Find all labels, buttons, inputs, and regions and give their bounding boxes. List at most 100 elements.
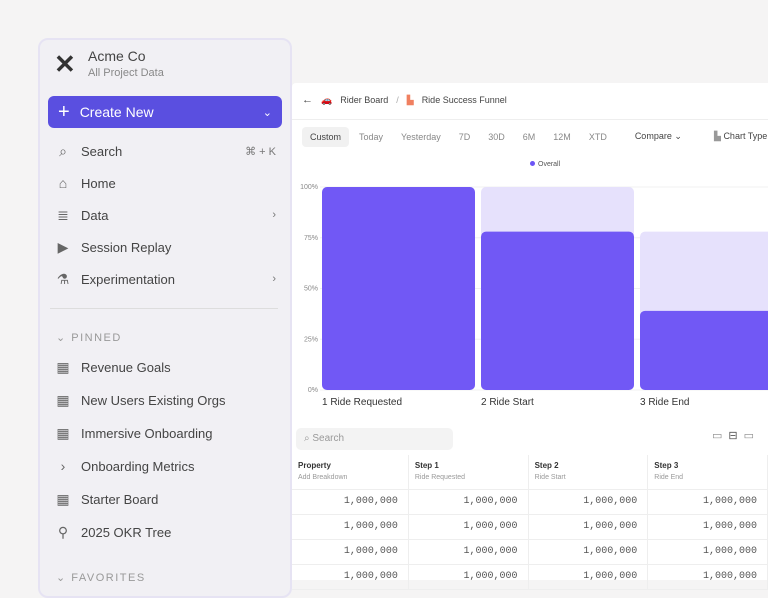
sidebar-item-search[interactable]: ⌕ Search ⌘ + K [54, 139, 276, 163]
y-tick-label: 25% [304, 336, 318, 343]
range-xtd[interactable]: XTD [588, 131, 607, 142]
pinned-header[interactable]: ⌄ PINNED [56, 332, 122, 344]
breadcrumb: ← 🚗 Rider Board / ▙ Ride Success Funnel [302, 94, 507, 106]
plus-icon: + [58, 100, 70, 123]
table-header: Property Add Breakdown Step 1 Ride Request… [292, 455, 768, 490]
database-icon: ≣ [57, 206, 69, 223]
board-icon: ▦ [56, 391, 70, 408]
view-compact-icon[interactable]: ▭ [712, 430, 723, 442]
table-row: 1,000,000 1,000,000 1,000,000 1,000,000 [292, 514, 768, 540]
view-split-icon[interactable]: ⊟ [728, 430, 738, 442]
bar [640, 310, 768, 390]
column-header[interactable]: Step 1 Ride Requested [408, 455, 529, 490]
column-header[interactable]: Property Add Breakdown [292, 455, 409, 490]
pinned-item[interactable]: ▦ New Users Existing Orgs [54, 388, 276, 412]
pinned-title: PINNED [71, 332, 122, 344]
sidebar-item-session-replay[interactable]: ▶ Session Replay [54, 235, 276, 259]
divider [50, 308, 278, 309]
cell: 1,000,000 [528, 489, 649, 515]
y-tick-label: 75% [304, 235, 318, 242]
divider [292, 119, 768, 120]
cell: 1,000,000 [408, 539, 529, 565]
pinned-item[interactable]: › Onboarding Metrics [54, 454, 276, 478]
table-row: 1,000,000 1,000,000 1,000,000 1,000,000 [292, 539, 768, 565]
board-icon: ▦ [56, 490, 70, 507]
pinned-item[interactable]: ▦ Immersive Onboarding [54, 421, 276, 445]
replay-icon: ▶ [57, 238, 69, 255]
cell: 1,000,000 [528, 514, 649, 540]
range-custom[interactable]: Custom [302, 126, 350, 147]
y-tick-label: 50% [304, 286, 318, 293]
bar [322, 187, 475, 390]
legend-dot [530, 161, 535, 166]
cell: 1,000,000 [647, 489, 768, 515]
view-toggle: ▭ ⊟ ▭ [712, 429, 754, 442]
x-category-label: 2 Ride Start [481, 397, 534, 408]
sidebar-item-home[interactable]: ⌂ Home [54, 171, 276, 195]
create-label: Create New [79, 104, 154, 120]
range-7d[interactable]: 7D [458, 131, 471, 142]
pinned-item[interactable]: ⚲ 2025 OKR Tree [54, 520, 276, 544]
cell: 1,000,000 [528, 539, 649, 565]
cell: 1,000,000 [528, 564, 649, 590]
breadcrumb-board[interactable]: Rider Board [340, 95, 389, 105]
cell: 1,000,000 [647, 564, 768, 590]
funnel-chart: 0% 25% 50% 75% 100% 1 Ride Requested 2 Ride St… [300, 184, 768, 408]
cell: 1,000,000 [292, 564, 409, 590]
search-input[interactable]: ⌕ Search [296, 428, 453, 450]
label: Starter Board [81, 491, 159, 507]
chart-icon: ▙ [714, 131, 721, 141]
cell: 1,000,000 [408, 489, 529, 515]
compare-dropdown[interactable]: Compare ⌄ [634, 131, 682, 141]
view-table-icon[interactable]: ▭ [743, 430, 755, 442]
cell: 1,000,000 [292, 539, 409, 565]
label: Revenue Goals [81, 359, 171, 375]
org-switcher[interactable]: ✕ Acme Co All Project Data [54, 48, 164, 79]
column-header[interactable]: Step 3 Ride End [647, 455, 768, 490]
chart-type-label: Chart Type [723, 131, 768, 141]
legend-item: Overall [530, 161, 560, 168]
sidebar: ✕ Acme Co All Project Data + Create New ⌄ … [38, 38, 292, 598]
label: Search [81, 143, 123, 159]
chart-type-button[interactable]: ▙ Chart Type [714, 131, 767, 142]
board-icon: ▦ [56, 358, 70, 375]
results-table: Property Add Breakdown Step 1 Ride Request… [292, 455, 768, 590]
sidebar-item-experimentation[interactable]: ⚗ Experimentation › [54, 267, 276, 291]
chevron-right-icon: › [60, 458, 66, 474]
tree-icon: ⚲ [57, 523, 69, 540]
label: 2025 OKR Tree [81, 524, 172, 540]
label: Session Replay [81, 239, 172, 255]
cell: 1,000,000 [292, 489, 409, 515]
table-row: 1,000,000 1,000,000 1,000,000 1,000,000 [292, 564, 768, 590]
label: Immersive Onboarding [81, 425, 213, 441]
create-new-button[interactable]: + Create New ⌄ [48, 96, 282, 128]
org-name: Acme Co [88, 48, 146, 64]
sidebar-item-data[interactable]: ≣ Data › [54, 203, 276, 227]
label: Data [81, 207, 109, 223]
pinned-item[interactable]: ▦ Revenue Goals [54, 355, 276, 379]
flask-icon: ⚗ [56, 270, 70, 287]
main-panel: ← 🚗 Rider Board / ▙ Ride Success Funnel … [292, 83, 768, 590]
label: New Users Existing Orgs [81, 392, 226, 408]
label: Experimentation [81, 271, 175, 287]
back-arrow-icon[interactable]: ← [302, 94, 313, 106]
column-header[interactable]: Step 2 Ride Start [528, 455, 649, 490]
label: Onboarding Metrics [81, 458, 195, 474]
bar [481, 231, 634, 390]
funnel-icon: ▙ [406, 94, 414, 105]
legend-label: Overall [538, 161, 561, 168]
compare-label: Compare [634, 131, 672, 141]
search-icon: ⌕ [59, 142, 67, 159]
shortcut: ⌘ + K [245, 145, 276, 158]
range-12m[interactable]: 12M [553, 131, 571, 142]
range-today[interactable]: Today [359, 131, 384, 142]
board-icon: ▦ [56, 424, 70, 441]
chevron-down-icon: ⌄ [262, 106, 272, 119]
range-6m[interactable]: 6M [522, 131, 536, 142]
range-30d[interactable]: 30D [488, 131, 505, 142]
range-yesterday[interactable]: Yesterday [401, 131, 441, 142]
pinned-item[interactable]: ▦ Starter Board [54, 487, 276, 511]
car-icon: 🚗 [321, 94, 333, 105]
chevron-right-icon: › [272, 209, 276, 221]
favorites-header[interactable]: ⌄ FAVORITES [56, 572, 146, 584]
